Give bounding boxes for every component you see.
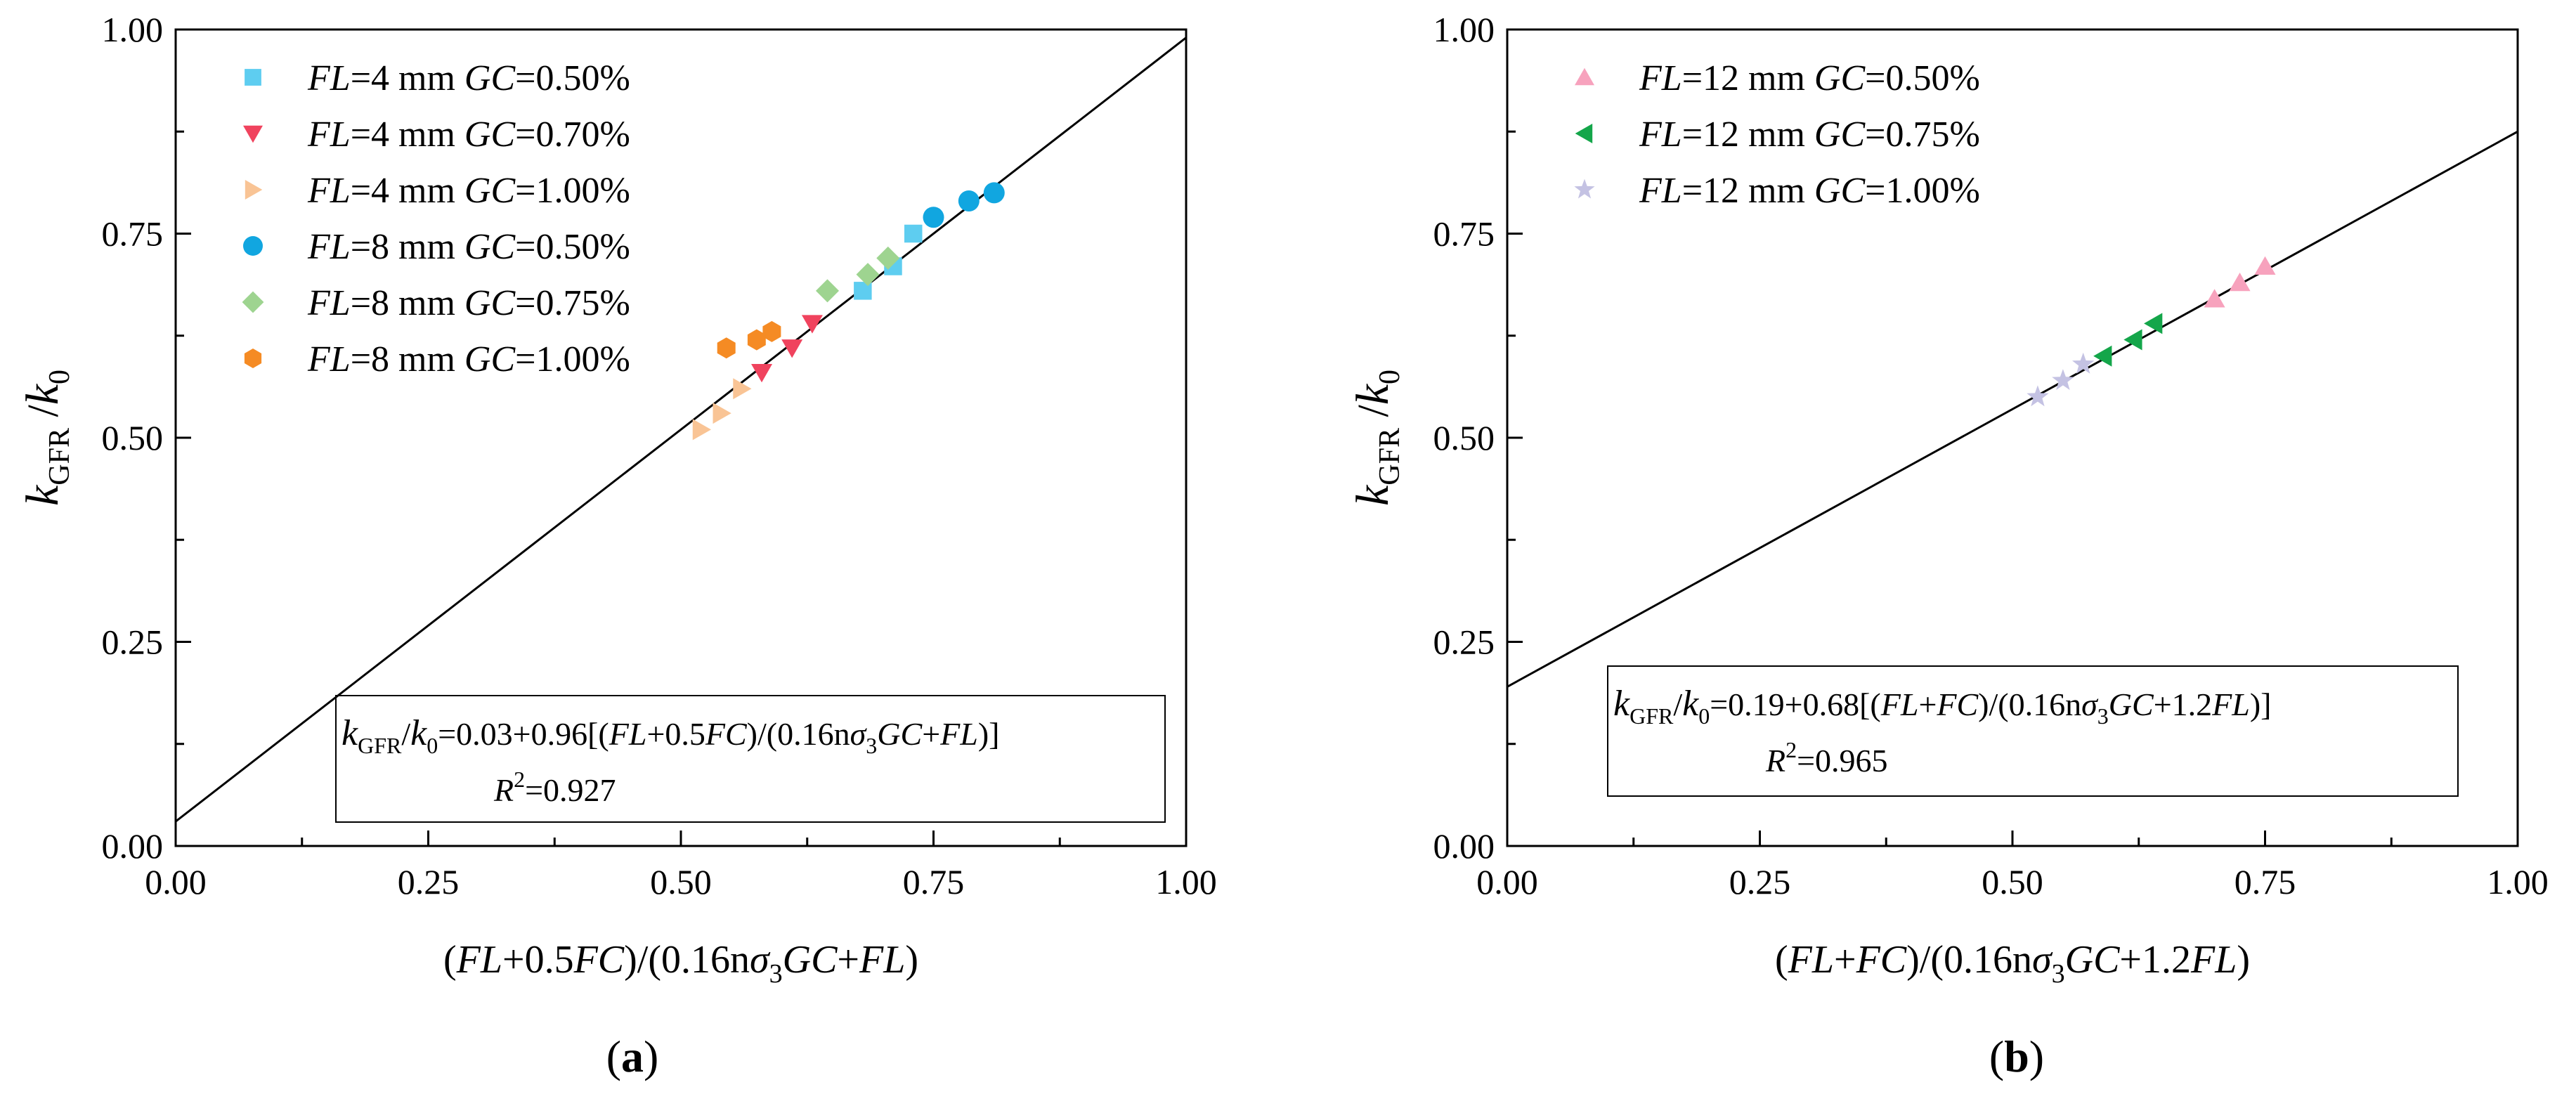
fit-equation: kGFR/k0=0.03+0.96[(FL+0.5FC)/(0.16nσ3GC+… bbox=[341, 713, 999, 758]
data-point bbox=[733, 378, 752, 400]
data-point bbox=[2027, 385, 2049, 407]
panel-label: (a) bbox=[606, 1031, 659, 1081]
r-squared: R2=0.965 bbox=[1765, 737, 1888, 779]
y-tick-label: 0.75 bbox=[1433, 214, 1495, 254]
legend-label: FL=8 mm GC=1.00% bbox=[307, 339, 630, 379]
data-point bbox=[801, 315, 823, 334]
fit-line bbox=[1507, 130, 2518, 688]
data-point bbox=[876, 246, 900, 270]
data-point bbox=[713, 403, 731, 424]
x-tick-label: 1.00 bbox=[1155, 862, 1217, 901]
data-point bbox=[2254, 256, 2276, 275]
r-squared: R2=0.927 bbox=[493, 767, 616, 808]
legend-label: FL=4 mm GC=1.00% bbox=[307, 171, 630, 211]
equation-box bbox=[335, 695, 1166, 823]
x-tick-label: 0.75 bbox=[2235, 862, 2296, 901]
legend-marker bbox=[1575, 67, 1594, 86]
x-tick-label: 0.50 bbox=[1982, 862, 2043, 901]
data-point bbox=[904, 224, 923, 243]
y-tick-label: 0.00 bbox=[1433, 826, 1495, 866]
panel-label: (b) bbox=[1989, 1031, 2044, 1081]
data-point bbox=[816, 279, 840, 303]
y-tick-label: 0.00 bbox=[102, 826, 164, 866]
data-point bbox=[923, 207, 944, 228]
data-point bbox=[692, 419, 712, 441]
data-point bbox=[717, 337, 736, 359]
y-tick-label: 1.00 bbox=[102, 10, 164, 49]
legend-marker bbox=[1574, 178, 1595, 199]
data-point bbox=[751, 364, 773, 383]
legend-label: FL=12 mm GC=1.00% bbox=[1639, 171, 1980, 211]
data-point bbox=[781, 339, 803, 358]
legend-marker bbox=[1575, 124, 1593, 143]
data-point bbox=[747, 329, 766, 351]
y-axis-label: kGFR /k0 bbox=[17, 370, 76, 506]
y-tick-label: 0.75 bbox=[102, 214, 164, 254]
data-point bbox=[2123, 329, 2142, 351]
panel-b: 0.00 0.25 0.50 0.75 1.00 0.00 0.25 0.50 0.75 1.00… bbox=[1347, 10, 2549, 1081]
data-point bbox=[958, 190, 980, 212]
legend-label: FL=4 mm GC=0.50% bbox=[307, 58, 630, 98]
legend-label: FL=12 mm GC=0.50% bbox=[1639, 58, 1980, 98]
data-point bbox=[2144, 313, 2163, 334]
legend-label: FL=4 mm GC=0.70% bbox=[307, 115, 630, 155]
data-point bbox=[856, 263, 880, 287]
legend-marker bbox=[243, 236, 263, 256]
x-axis-label: (FL+FC)/(0.16nσ3GC+1.2FL) bbox=[1775, 938, 2250, 989]
data-point bbox=[2229, 272, 2251, 292]
legend-label: FL=12 mm GC=0.75% bbox=[1639, 115, 1980, 155]
x-tick-label: 0.25 bbox=[1729, 862, 1791, 901]
data-point bbox=[2093, 345, 2112, 367]
legend-label: FL=8 mm GC=0.75% bbox=[307, 283, 630, 323]
y-axis-label: kGFR /k0 bbox=[1347, 370, 1406, 506]
legend-marker bbox=[243, 125, 263, 143]
legend-marker bbox=[245, 180, 263, 200]
x-tick-label: 0.00 bbox=[145, 862, 207, 901]
fit-equation: kGFR/k0=0.19+0.68[(FL+FC)/(0.16nσ3GC+1.2… bbox=[1613, 684, 2271, 729]
y-tick-label: 1.00 bbox=[1433, 10, 1495, 49]
x-tick-label: 0.50 bbox=[650, 862, 712, 901]
legend-marker bbox=[245, 69, 261, 86]
legend-marker bbox=[242, 291, 264, 313]
legend-marker bbox=[244, 349, 262, 368]
data-point bbox=[2072, 352, 2095, 374]
data-point bbox=[983, 182, 1005, 204]
x-tick-label: 0.75 bbox=[903, 862, 965, 901]
y-tick-label: 0.50 bbox=[1433, 418, 1495, 457]
fit-line bbox=[175, 37, 1187, 823]
legend-label: FL=8 mm GC=0.50% bbox=[307, 227, 630, 267]
equation-box bbox=[1607, 665, 2459, 797]
data-point bbox=[762, 320, 781, 342]
x-tick-label: 0.00 bbox=[1476, 862, 1538, 901]
x-axis-label: (FL+0.5FC)/(0.16nσ3GC+FL) bbox=[443, 938, 918, 989]
y-tick-label: 0.25 bbox=[102, 623, 164, 662]
panel-a: 0.00 0.25 0.50 0.75 1.00 0.00 0.25 0.50 0.75 1.00… bbox=[17, 10, 1217, 1081]
data-point bbox=[2204, 289, 2225, 308]
x-tick-label: 1.00 bbox=[2487, 862, 2549, 901]
x-tick-label: 0.25 bbox=[398, 862, 460, 901]
data-point bbox=[2052, 369, 2074, 390]
y-tick-label: 0.50 bbox=[102, 418, 164, 457]
y-tick-label: 0.25 bbox=[1433, 623, 1495, 662]
